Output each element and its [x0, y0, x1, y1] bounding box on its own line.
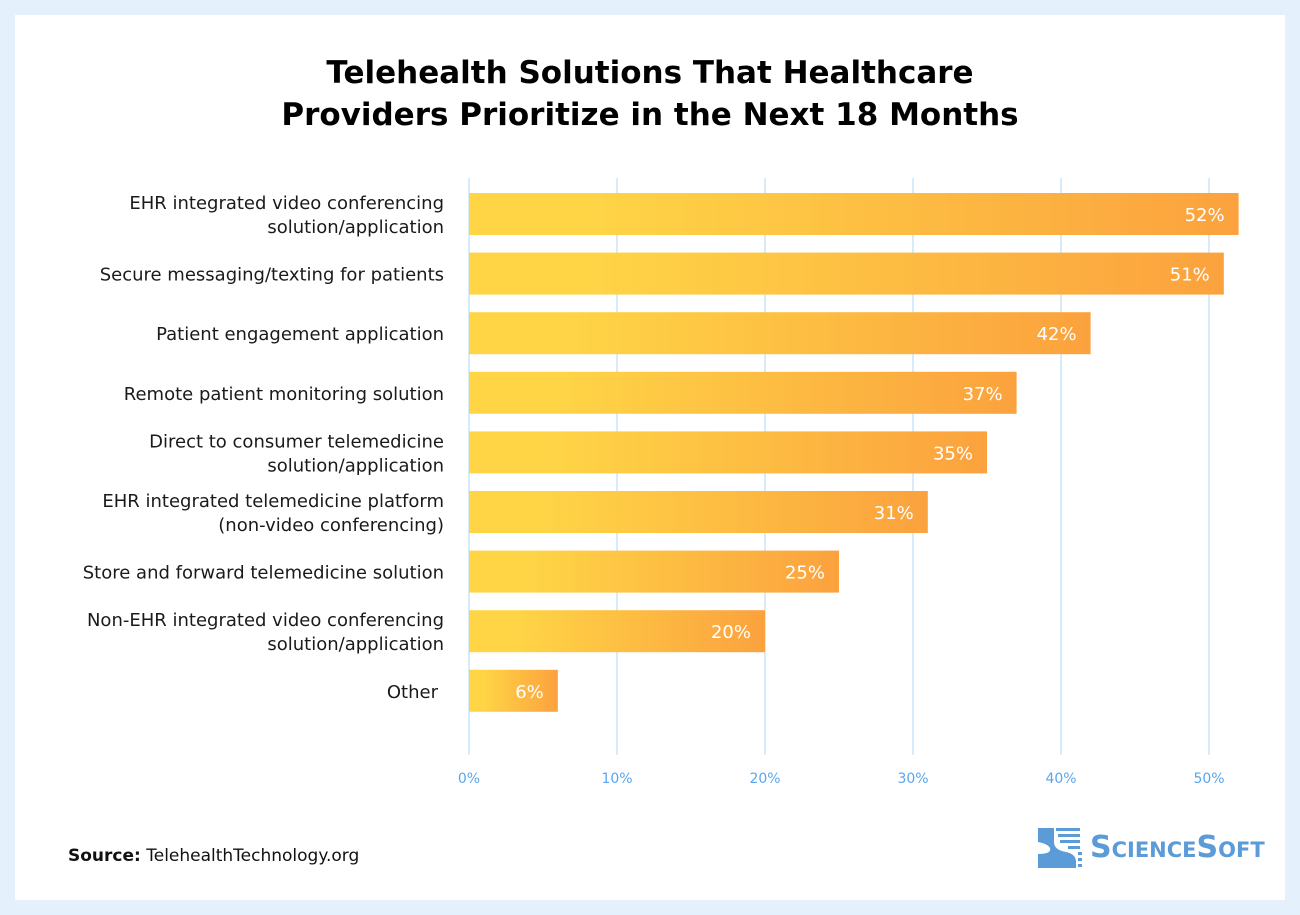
- category-label: Direct to consumer telemedicine: [149, 431, 444, 452]
- bar: [469, 491, 928, 533]
- bar: [469, 371, 1017, 414]
- data-label: 52%: [1185, 205, 1225, 226]
- chart-title: Telehealth Solutions That Healthcare Pro…: [0, 52, 1300, 136]
- x-tick-label: 10%: [601, 771, 632, 787]
- bar: [469, 669, 558, 712]
- data-label: 51%: [1170, 265, 1210, 286]
- bar: [469, 550, 839, 593]
- bar-group: 20% Non-EHR integrated video conferencing…: [87, 610, 765, 655]
- logo-text: ScienceSoft: [1090, 830, 1265, 865]
- data-label: 37%: [963, 384, 1003, 405]
- bar-group: 35% Direct to consumer telemedicine soluti…: [149, 431, 987, 476]
- title-line-1: Telehealth Solutions That Healthcare: [326, 55, 974, 91]
- bar: [469, 193, 1239, 235]
- bar: [469, 431, 987, 474]
- x-tick-label: 50%: [1193, 771, 1224, 787]
- data-label: 6%: [515, 682, 544, 703]
- logo-mark-icon: [1038, 828, 1082, 868]
- bar-group: 6% Other: [387, 669, 558, 712]
- data-label: 20%: [711, 622, 751, 643]
- category-label: Store and forward telemedicine solution: [83, 563, 444, 584]
- category-label: solution/application: [267, 217, 444, 238]
- data-label: 31%: [874, 503, 914, 524]
- category-label: Secure messaging/texting for patients: [100, 265, 444, 286]
- category-label: solution/application: [267, 634, 444, 655]
- bar-group: 51% Secure messaging/texting for patients: [100, 252, 1224, 295]
- bar: [469, 252, 1224, 295]
- category-label: Remote patient monitoring solution: [124, 384, 444, 405]
- category-label: (non-video conferencing): [218, 515, 444, 536]
- bar-group: 31% EHR integrated telemedicine platform (…: [102, 491, 928, 536]
- data-label: 35%: [933, 443, 973, 464]
- bar: [469, 610, 765, 653]
- bar: [469, 312, 1091, 355]
- category-label: EHR integrated telemedicine platform: [102, 491, 444, 512]
- category-label: solution/application: [267, 455, 444, 476]
- category-label: Patient engagement application: [156, 324, 444, 345]
- category-label: Non-EHR integrated video conferencing: [87, 610, 444, 631]
- bar-group: 52% EHR integrated video conferencing solu…: [129, 193, 1239, 238]
- source-note: Source: TelehealthTechnology.org: [68, 846, 359, 866]
- bar-group: 25% Store and forward telemedicine soluti…: [83, 550, 839, 593]
- x-tick-label: 0%: [458, 771, 480, 787]
- source-value: TelehealthTechnology.org: [146, 846, 360, 866]
- category-label: EHR integrated video conferencing: [129, 193, 444, 214]
- x-tick-label: 30%: [897, 771, 928, 787]
- bar-group: 37% Remote patient monitoring solution: [124, 371, 1017, 414]
- bar-group: 42% Patient engagement application: [156, 312, 1091, 355]
- category-label: Other: [387, 682, 439, 703]
- sciencesoft-logo: ScienceSoft: [1036, 826, 1266, 870]
- source-label: Source:: [68, 846, 141, 866]
- data-label: 25%: [785, 563, 825, 584]
- x-tick-label: 40%: [1045, 771, 1076, 787]
- data-label: 42%: [1037, 324, 1077, 345]
- x-tick-label: 20%: [749, 771, 780, 787]
- title-line-2: Providers Prioritize in the Next 18 Mont…: [281, 97, 1019, 133]
